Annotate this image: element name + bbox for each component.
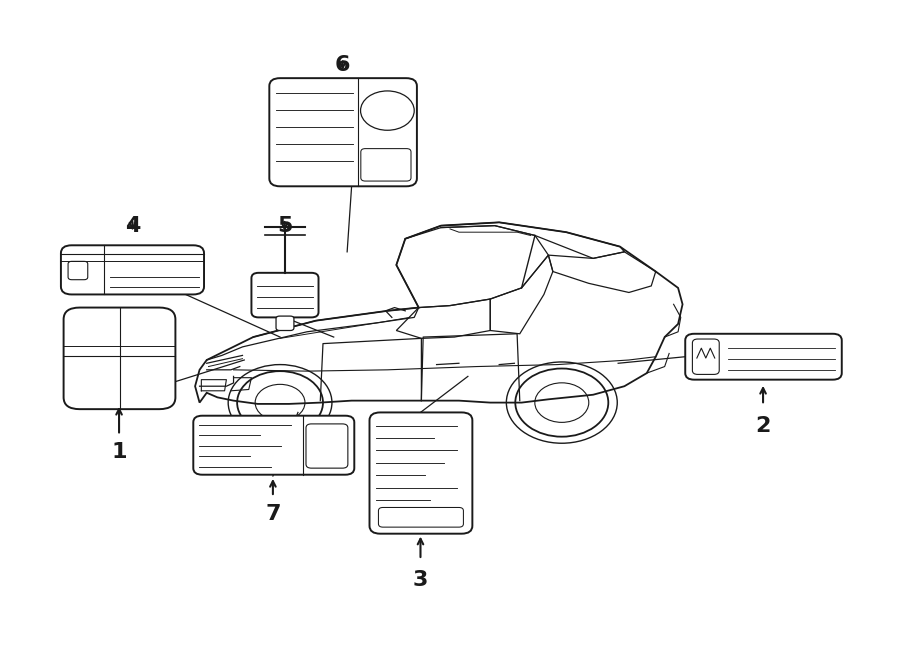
FancyBboxPatch shape [692, 339, 719, 374]
Text: 5: 5 [277, 215, 292, 235]
Text: 7: 7 [266, 504, 281, 524]
Text: 3: 3 [413, 570, 428, 590]
FancyBboxPatch shape [370, 412, 472, 533]
FancyBboxPatch shape [378, 508, 464, 527]
Text: 6: 6 [335, 55, 350, 75]
FancyBboxPatch shape [361, 149, 411, 181]
FancyBboxPatch shape [276, 316, 294, 330]
Text: 1: 1 [112, 442, 127, 462]
FancyBboxPatch shape [685, 334, 842, 379]
FancyBboxPatch shape [269, 78, 417, 186]
Text: 4: 4 [125, 215, 140, 235]
FancyBboxPatch shape [194, 416, 355, 475]
FancyBboxPatch shape [61, 245, 204, 294]
FancyBboxPatch shape [306, 424, 348, 468]
FancyBboxPatch shape [251, 273, 319, 317]
FancyBboxPatch shape [64, 307, 176, 409]
FancyBboxPatch shape [68, 261, 87, 280]
Text: 2: 2 [755, 416, 770, 436]
